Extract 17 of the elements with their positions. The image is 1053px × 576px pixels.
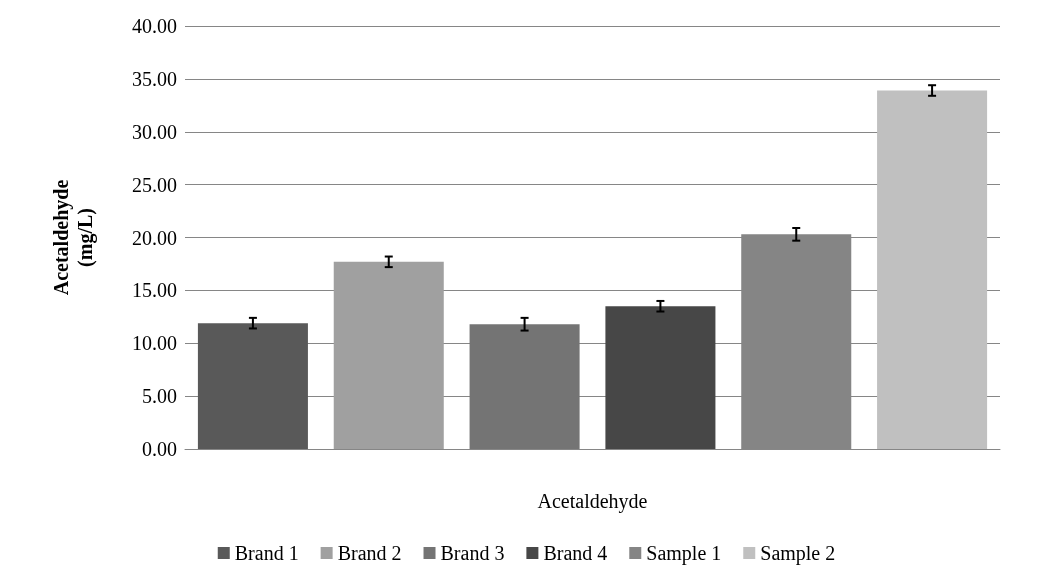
x-axis-title: Acetaldehyde bbox=[537, 490, 648, 513]
y-tick-label: 35.00 bbox=[132, 67, 177, 90]
y-tick-label: 30.00 bbox=[132, 120, 177, 143]
legend-label: Sample 2 bbox=[760, 542, 836, 565]
legend-label: Sample 1 bbox=[646, 542, 722, 565]
legend-label: Brand 4 bbox=[543, 542, 608, 564]
legend-label: Brand 2 bbox=[337, 542, 402, 564]
y-tick-label: 25.00 bbox=[132, 173, 177, 196]
legend-label: Brand 3 bbox=[440, 542, 505, 564]
legend-label: Brand 1 bbox=[234, 542, 299, 564]
y-tick-label: 15.00 bbox=[132, 279, 177, 302]
y-tick-label: 40.00 bbox=[132, 15, 177, 37]
y-tick-label: 0.00 bbox=[142, 438, 177, 460]
y-tick-label: 20.00 bbox=[132, 226, 177, 249]
y-tick-label: 5.00 bbox=[142, 385, 177, 408]
y-axis-title: Acetaldehyde (mg/L) bbox=[50, 179, 97, 296]
y-tick-label: 10.00 bbox=[132, 332, 177, 355]
